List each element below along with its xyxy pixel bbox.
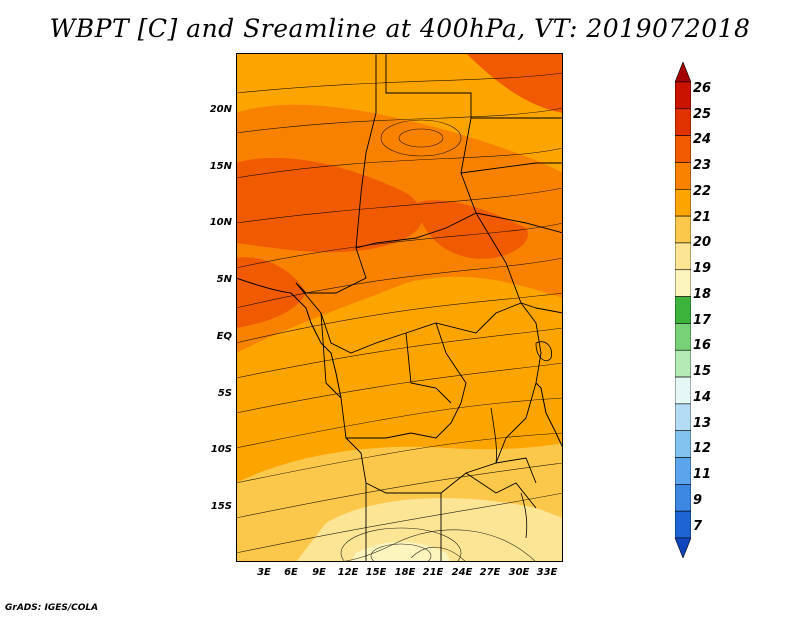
lon-label: 30E: [508, 567, 530, 578]
lon-label: 9E: [312, 567, 326, 578]
colorbar-label: 9: [693, 493, 703, 508]
field-band-23-west: [236, 257, 306, 328]
colorbar-label: 12: [693, 441, 712, 456]
colorbar-label: 25: [693, 107, 712, 122]
colorbar-segment: [675, 81, 691, 110]
field-band-23-east: [416, 200, 528, 259]
lat-label: EQ: [216, 331, 232, 342]
lon-label: 21E: [422, 567, 444, 578]
lakes: [490, 341, 553, 539]
country-borders: [295, 53, 563, 562]
colorbar-label: 22: [693, 184, 712, 199]
colorbar-segment: [675, 430, 691, 458]
lon-label: 3E: [257, 567, 271, 578]
colorbar-label: 13: [693, 416, 712, 431]
colorbar-segment: [675, 296, 691, 324]
map-frame: [236, 53, 563, 562]
lat-label: 20N: [209, 104, 232, 115]
colorbar-label: 17: [693, 313, 712, 328]
colorbar-segment: [675, 323, 691, 351]
lon-label: 12E: [337, 567, 359, 578]
map-panel: [236, 53, 563, 562]
colorbar-segment: [675, 269, 691, 297]
colorbar-label: 26: [693, 81, 712, 96]
lon-label: 18E: [394, 567, 416, 578]
streamlines: [236, 72, 563, 562]
colorbar-segment: [675, 135, 691, 163]
colorbar-segment: [675, 62, 691, 83]
colorbar-segment: [675, 484, 691, 512]
colorbar-label: 11: [693, 467, 712, 482]
colorbar-label: 23: [693, 158, 712, 173]
colorbar-segment: [675, 403, 691, 432]
lat-label: 10N: [209, 217, 232, 228]
lat-label: 5S: [217, 388, 232, 399]
colorbar-label: 19: [693, 261, 712, 276]
map-title: WBPT [C] and Sreamline at 400hPa, VT: 20…: [49, 14, 751, 43]
coastline: [236, 277, 563, 449]
colorbar-label: 24: [693, 132, 712, 147]
lon-label: 6E: [284, 567, 298, 578]
colorbar-label: 7: [693, 519, 703, 534]
colorbar-segment: [675, 162, 691, 190]
colorbar-segment: [675, 215, 691, 244]
colorbar-segment: [675, 188, 691, 217]
colorbar-segment: [675, 108, 691, 136]
lon-label: 33E: [536, 567, 558, 578]
field-band-24-ne: [466, 53, 563, 113]
field-band-23-north: [236, 157, 423, 253]
colorbar-label: 14: [693, 390, 712, 405]
colorbar-segment: [675, 510, 691, 539]
lat-label: 5N: [216, 274, 232, 285]
lon-label: 15E: [365, 567, 387, 578]
field-band-19: [296, 498, 563, 562]
colorbar-segment: [675, 242, 691, 271]
colorbar-segment: [675, 349, 691, 378]
colorbar-segment: [675, 537, 691, 558]
lon-label: 27E: [479, 567, 501, 578]
colorbar-label: 20: [693, 235, 712, 250]
colorbar-label: 21: [693, 210, 712, 225]
colorbar-label: 15: [693, 364, 712, 379]
lat-label: 15N: [209, 161, 232, 172]
colorbar-label: 16: [693, 338, 712, 353]
colorbar-segment: [675, 457, 691, 485]
lat-label: 15S: [210, 501, 232, 512]
lon-label: 24E: [451, 567, 473, 578]
field-band-18: [351, 541, 451, 562]
grads-credit: GrADS: IGES/COLA: [5, 603, 99, 613]
lat-label: 10S: [210, 444, 232, 455]
colorbar-segment: [675, 376, 691, 405]
colorbar-label: 18: [693, 287, 712, 302]
colorbar: [675, 62, 691, 558]
